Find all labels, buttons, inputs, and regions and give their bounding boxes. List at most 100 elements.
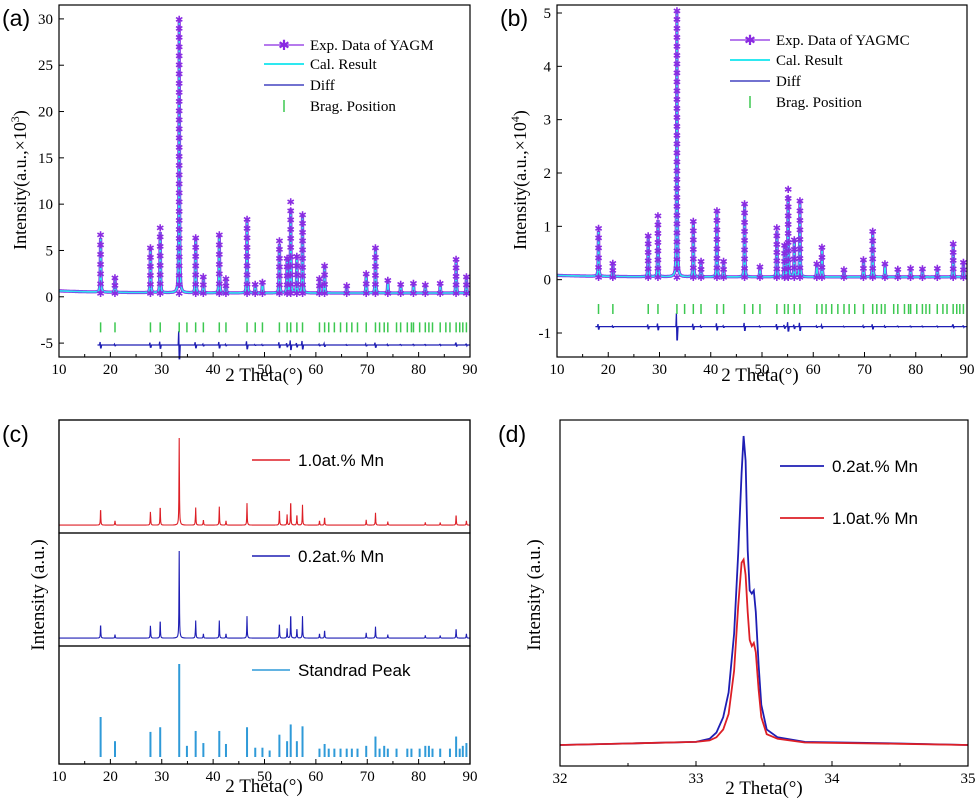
- panel-a-exp-marker: ✱: [396, 280, 404, 291]
- panel-b-exp-marker: ✱: [796, 206, 804, 217]
- panel-a-exp-marker: ✱: [409, 279, 417, 290]
- panel-b-exp-marker: ✱: [673, 237, 681, 248]
- panel-a-exp-marker: ✱: [191, 280, 199, 291]
- panel-a-exp-marker: ✱: [156, 289, 164, 300]
- panel-b-exp-marker: ✱: [673, 95, 681, 106]
- panel-a-exp-marker: ✱: [96, 270, 104, 281]
- panel-b-exp-marker: ✱: [697, 265, 705, 276]
- panel-a: (a) ✱✱✱✱✱✱✱✱✱✱✱✱✱✱✱✱✱✱✱✱✱✱✱✱✱✱✱✱✱✱✱✱✱✱✱✱…: [2, 4, 478, 386]
- panel-a-exp-marker: ✱: [243, 280, 251, 291]
- panel-b-exp-marker: ✱: [773, 223, 781, 234]
- panel-b-exp-marker: ✱: [869, 245, 877, 256]
- panel-b-exp-marker: ✱: [673, 77, 681, 88]
- panel-b-exp-marker: ✱: [906, 273, 914, 284]
- panel-a-exp-marker: ✱: [96, 289, 104, 300]
- panel-c-series-1: [59, 550, 470, 639]
- panel-a-ylabel: Intensity(a.u.,×103): [8, 110, 31, 250]
- panel-b-exp-marker: ✱: [713, 225, 721, 236]
- panel-a-exp-marker: ✱: [175, 97, 183, 108]
- legend-diff-label: Diff: [310, 78, 335, 94]
- panel-b-exp-marker: ✱: [673, 149, 681, 160]
- panel-b-exp-marker: ✱: [654, 212, 662, 223]
- panel-b-exp-marker: ✱: [673, 264, 681, 275]
- panel-b-exp-marker: ✱: [894, 273, 902, 284]
- panel-b-exp-marker: ✱: [881, 260, 889, 271]
- panel-c-legend: 1.0at.% Mn 0.2at.% Mn Standrad Peak: [252, 451, 411, 680]
- panel-d-plot: [559, 435, 969, 746]
- panel-b-exp-marker: ✱: [869, 264, 877, 275]
- panel-a-exp-marker: ✱: [384, 276, 392, 287]
- panel-b-exp-marker: ✱: [784, 264, 792, 275]
- panel-b-exp-marker: ✱: [719, 273, 727, 284]
- panel-a-exp-marker: ✱: [175, 15, 183, 26]
- panel-a-plot: ✱✱✱✱✱✱✱✱✱✱✱✱✱✱✱✱✱✱✱✱✱✱✱✱✱✱✱✱✱✱✱✱✱✱✱✱✱✱✱✱…: [59, 15, 471, 360]
- panel-a-exp-marker: ✱: [371, 289, 379, 300]
- panel-b-ytick-label: 2: [544, 166, 552, 182]
- panel-a-exp-marker: ✱: [436, 279, 444, 290]
- panel-a-exp-marker: ✱: [243, 261, 251, 272]
- panel-a-exp-marker: ✱: [156, 280, 164, 291]
- panel-b-ytick-label: -1: [539, 326, 552, 342]
- panel-a-exp-marker: ✱: [384, 289, 392, 300]
- panel-b-exp-marker: ✱: [796, 235, 804, 246]
- panel-a-exp-marker: ✱: [175, 143, 183, 154]
- panel-a-exp-marker: ✱: [362, 289, 370, 300]
- panel-b-exp-marker: ✱: [740, 218, 748, 229]
- panel-b-exp-marker: ✱: [673, 42, 681, 53]
- panel-c-xtick-label: 30: [154, 769, 169, 785]
- panel-b-exp-marker: ✱: [673, 202, 681, 213]
- panel-c-frame: [58, 419, 471, 765]
- panel-b-exp-marker: ✱: [673, 86, 681, 97]
- panel-a-exp-marker: ✱: [175, 125, 183, 136]
- panel-c-xlabel: 2 Theta(°): [225, 776, 302, 797]
- panel-a-exp-marker: ✱: [175, 152, 183, 163]
- legend-standard-label: Standrad Peak: [298, 661, 411, 680]
- legend-bragg-label: Brag. Position: [310, 99, 396, 115]
- panel-b-exp-marker: ✱: [740, 209, 748, 220]
- panel-a-exp-marker: ✱: [191, 243, 199, 254]
- panel-b-exp-marker: ✱: [673, 166, 681, 177]
- panel-b-exp-marker: ✱: [780, 273, 788, 284]
- panel-d-xlabel: 2 Theta(°): [725, 778, 802, 799]
- panel-d-series-0: [559, 435, 969, 746]
- panel-a-exp-marker: ✱: [215, 260, 223, 271]
- panel-a-exp-marker: ✱: [421, 281, 429, 292]
- legend-bragg-label: Brag. Position: [776, 95, 862, 111]
- panel-b-exp-marker: ✱: [673, 122, 681, 133]
- panel-a-exp-marker: ✱: [421, 289, 429, 300]
- panel-b-exp-marker: ✱: [654, 238, 662, 249]
- panel-a-exp-marker: ✱: [320, 271, 328, 282]
- panel-a-exp-marker: ✱: [96, 260, 104, 271]
- panel-c-series-0: [59, 437, 470, 526]
- panel-a-exp-marker: ✱: [146, 280, 154, 291]
- panel-a-exp-marker: ✱: [275, 236, 283, 247]
- panel-b-exp-marker: ✱: [689, 273, 697, 284]
- panel-c-xtick-label: 10: [52, 769, 67, 785]
- panel-a-label: (a): [2, 5, 30, 31]
- panel-c-label: (c): [2, 421, 29, 447]
- panel-a-exp-marker: ✱: [156, 261, 164, 272]
- panel-a-exp-marker: ✱: [436, 289, 444, 300]
- panel-a-exp-marker: ✱: [462, 281, 470, 292]
- panel-b-plot: ✱✱✱✱✱✱✱✱✱✱✱✱✱✱✱✱✱✱✱✱✱✱✱✱✱✱✱✱✱✱✱✱✱✱✱✱✱✱✱✱…: [557, 6, 968, 341]
- panel-a-exp-marker: ✱: [215, 240, 223, 251]
- panel-b-exp-marker: ✱: [689, 236, 697, 247]
- panel-b-exp-marker: ✱: [689, 254, 697, 265]
- panel-c-sub-frame: [58, 532, 471, 647]
- panel-b-exp-marker: ✱: [697, 257, 705, 268]
- panel-d: (d) 32 33 34 35 2 Theta(°) Intensity (a.u.)…: [498, 419, 976, 799]
- panel-b-exp-marker: ✱: [780, 265, 788, 276]
- panel-b-exp-marker: ✱: [784, 220, 792, 231]
- panel-a-exp-marker: ✱: [462, 272, 470, 283]
- panel-b: (b) ✱✱✱✱✱✱✱✱✱✱✱✱✱✱✱✱✱✱✱✱✱✱✱✱✱✱✱✱✱✱✱✱✱✱✱✱…: [500, 4, 975, 386]
- panel-b-ytick-label: 1: [544, 219, 552, 235]
- panel-a-exp-marker: ✱: [371, 253, 379, 264]
- panel-a-exp-marker: ✱: [191, 271, 199, 282]
- panel-b-exp-marker: ✱: [719, 265, 727, 276]
- panel-c-axes: 10 20 30 40 50 60 70 80 90: [52, 419, 478, 785]
- legend-1p0-label: 1.0at.% Mn: [832, 509, 918, 528]
- panel-a-xtick-label: 90: [463, 362, 478, 378]
- panel-b-exp-marker: ✱: [869, 273, 877, 284]
- panel-b-exp-marker: ✱: [654, 220, 662, 231]
